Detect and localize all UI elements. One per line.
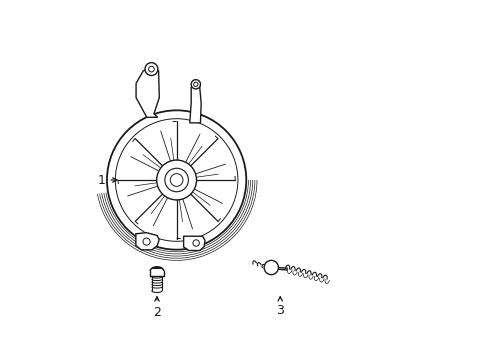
Polygon shape (183, 236, 204, 251)
Circle shape (107, 111, 246, 249)
Circle shape (170, 174, 183, 186)
Polygon shape (189, 82, 201, 123)
Text: 1: 1 (98, 174, 117, 186)
Circle shape (264, 260, 278, 275)
Circle shape (156, 160, 196, 200)
Circle shape (145, 63, 158, 76)
Circle shape (193, 82, 198, 86)
Polygon shape (136, 67, 159, 117)
Polygon shape (143, 144, 224, 222)
Polygon shape (136, 233, 159, 250)
Circle shape (193, 240, 199, 246)
Text: 2: 2 (153, 297, 161, 319)
Circle shape (191, 80, 200, 89)
Circle shape (148, 66, 154, 72)
Circle shape (164, 168, 188, 192)
Text: 3: 3 (276, 297, 284, 317)
Circle shape (142, 238, 150, 245)
